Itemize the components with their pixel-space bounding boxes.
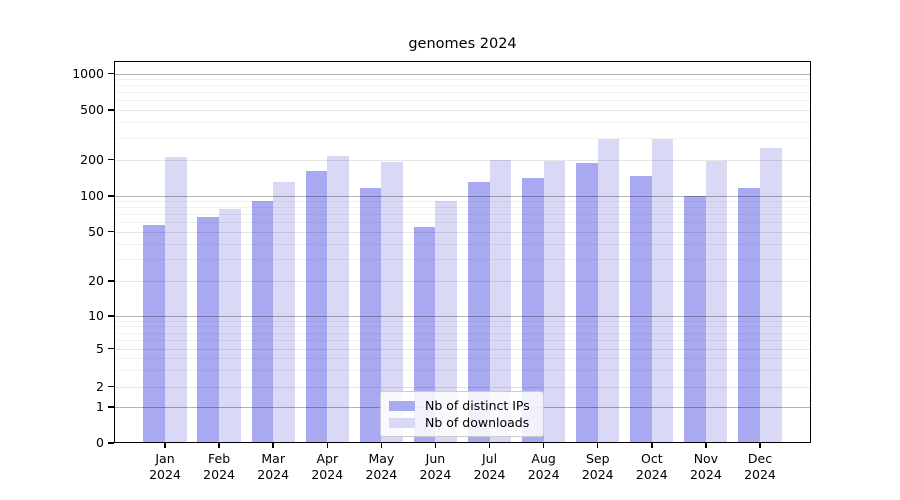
bar-downloads-sep	[597, 138, 620, 443]
bar-downloads-jul	[489, 160, 512, 443]
x-tick-label-aug: Aug 2024	[527, 451, 560, 482]
x-tick-label-mar: Mar 2024	[257, 451, 290, 482]
bar-downloads-jun	[435, 201, 458, 443]
minor-gridline	[114, 85, 811, 87]
legend-item-distinct-ips: Nb of distinct IPs	[389, 397, 535, 414]
legend-swatch	[389, 400, 415, 411]
legend-swatch	[389, 417, 415, 428]
y-tick-label: 500	[80, 102, 104, 118]
x-tick-mark	[272, 443, 274, 448]
x-tick-label-dec: Dec 2024	[744, 451, 776, 482]
y-tick-mark	[108, 442, 114, 444]
y-tick-label: 50	[88, 223, 104, 239]
y-tick-mark	[108, 109, 114, 111]
legend-label: Nb of distinct IPs	[425, 398, 530, 413]
y-tick-mark	[108, 315, 114, 317]
bar-ips-jun	[413, 226, 436, 443]
bar-ips-jul	[467, 181, 490, 443]
major-gridline	[114, 73, 811, 75]
x-tick-label-may: May 2024	[365, 451, 398, 482]
minor-gridline	[114, 92, 811, 94]
x-tick-mark	[488, 443, 491, 448]
y-tick-mark	[108, 230, 114, 233]
x-tick-label-apr: Apr 2024	[311, 451, 344, 482]
minor-gridline	[114, 137, 811, 139]
bar-ips-dec	[738, 187, 760, 443]
bar-ips-jan	[143, 224, 165, 443]
x-tick-mark	[164, 443, 166, 448]
bar-downloads-jan	[165, 156, 187, 443]
y-tick-mark	[108, 72, 114, 75]
y-tick-label: 1000	[72, 65, 104, 81]
bar-ips-apr	[305, 171, 328, 443]
y-tick-label: 10	[88, 308, 104, 324]
bar-downloads-apr	[327, 156, 349, 443]
bar-downloads-aug	[543, 161, 566, 443]
x-tick-label-sep: Sep 2024	[581, 451, 614, 482]
x-tick-mark	[759, 443, 761, 448]
bar-downloads-nov	[705, 160, 728, 443]
x-tick-mark	[705, 443, 707, 448]
x-tick-mark	[326, 443, 328, 448]
plot-area	[114, 61, 811, 443]
minor-gridline	[114, 100, 811, 102]
legend-label: Nb of downloads	[425, 415, 530, 430]
bar-ips-mar	[251, 201, 274, 443]
y-tick-label: 200	[80, 151, 104, 167]
x-tick-mark	[218, 443, 220, 448]
major-gridline	[114, 110, 811, 111]
y-tick-mark	[108, 195, 114, 197]
x-tick-mark	[380, 443, 383, 448]
y-tick-label: 2	[96, 378, 104, 394]
y-tick-label: 100	[80, 188, 104, 204]
bar-ips-oct	[630, 176, 652, 443]
bar-ips-nov	[684, 196, 706, 443]
x-tick-label-jun: Jun 2024	[419, 451, 452, 482]
x-tick-label-oct: Oct 2024	[635, 451, 668, 482]
x-tick-mark	[542, 443, 545, 448]
y-tick-mark	[108, 158, 114, 161]
y-tick-mark	[108, 385, 114, 388]
bar-ips-may	[359, 187, 382, 443]
legend: Nb of distinct IPs Nb of downloads	[380, 391, 544, 437]
bar-ips-sep	[576, 162, 598, 443]
y-tick-label: 20	[88, 273, 104, 289]
minor-gridline	[114, 122, 811, 124]
x-tick-mark	[434, 443, 437, 448]
x-tick-label-jan: Jan 2024	[149, 451, 181, 482]
bar-downloads-oct	[651, 139, 674, 443]
y-tick-label: 0	[96, 435, 104, 451]
y-tick-mark	[108, 347, 114, 350]
bar-ips-feb	[197, 216, 220, 443]
minor-gridline	[114, 79, 811, 81]
y-tick-mark	[108, 406, 114, 408]
y-tick-label: 5	[96, 340, 104, 356]
bar-downloads-may	[381, 162, 403, 443]
x-tick-mark	[597, 443, 599, 448]
legend-item-downloads: Nb of downloads	[389, 414, 535, 431]
x-tick-label-jul: Jul 2024	[473, 451, 506, 482]
bar-downloads-feb	[219, 208, 241, 443]
bar-ips-aug	[522, 178, 544, 443]
y-tick-mark	[108, 280, 114, 282]
x-tick-label-feb: Feb 2024	[203, 451, 235, 482]
bar-downloads-dec	[759, 148, 782, 443]
x-tick-mark	[651, 443, 653, 448]
y-tick-label: 1	[96, 399, 104, 415]
x-tick-label-nov: Nov 2024	[689, 451, 722, 482]
bar-downloads-mar	[273, 181, 295, 443]
chart-title: genomes 2024	[408, 36, 517, 52]
